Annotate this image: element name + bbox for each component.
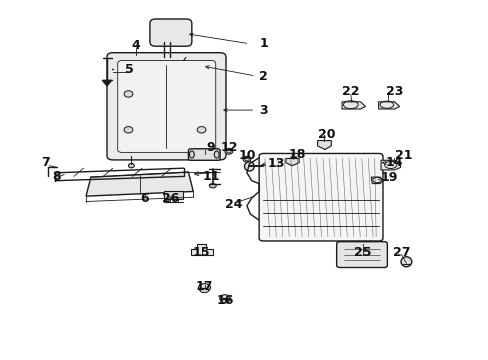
Ellipse shape <box>209 184 216 188</box>
Text: 22: 22 <box>341 85 359 98</box>
Polygon shape <box>102 80 112 86</box>
Polygon shape <box>86 172 193 196</box>
Bar <box>163 191 182 199</box>
Text: 26: 26 <box>162 192 179 205</box>
Text: 10: 10 <box>238 149 256 162</box>
Text: 1: 1 <box>259 37 267 50</box>
Text: 14: 14 <box>385 156 403 169</box>
Ellipse shape <box>259 163 266 170</box>
Ellipse shape <box>214 151 219 158</box>
Text: 7: 7 <box>41 156 50 169</box>
Text: 25: 25 <box>353 246 370 259</box>
Text: 12: 12 <box>220 140 237 153</box>
Text: 27: 27 <box>392 246 409 259</box>
Text: 6: 6 <box>140 192 148 205</box>
Text: 21: 21 <box>394 149 411 162</box>
Text: 11: 11 <box>202 170 220 183</box>
Polygon shape <box>370 177 383 184</box>
Ellipse shape <box>124 91 133 97</box>
Text: 18: 18 <box>288 148 305 161</box>
Ellipse shape <box>219 295 230 302</box>
Text: 9: 9 <box>205 140 214 153</box>
Ellipse shape <box>124 127 133 133</box>
Text: 5: 5 <box>125 63 134 76</box>
Text: 3: 3 <box>259 104 267 117</box>
FancyBboxPatch shape <box>107 53 225 160</box>
Ellipse shape <box>128 163 134 168</box>
Text: 17: 17 <box>195 280 213 293</box>
Polygon shape <box>341 102 365 109</box>
Ellipse shape <box>198 284 210 292</box>
FancyBboxPatch shape <box>336 242 386 267</box>
Polygon shape <box>285 158 299 166</box>
Ellipse shape <box>243 156 250 162</box>
Text: 4: 4 <box>132 39 141 52</box>
Ellipse shape <box>200 288 208 293</box>
Text: 13: 13 <box>267 157 285 170</box>
FancyBboxPatch shape <box>188 149 220 160</box>
Ellipse shape <box>224 148 232 154</box>
Ellipse shape <box>244 162 254 171</box>
Ellipse shape <box>400 257 411 267</box>
FancyBboxPatch shape <box>150 19 191 46</box>
Text: 20: 20 <box>317 127 334 141</box>
FancyBboxPatch shape <box>259 153 382 241</box>
Polygon shape <box>190 244 212 255</box>
Polygon shape <box>380 160 400 170</box>
FancyBboxPatch shape <box>118 60 215 152</box>
Text: 16: 16 <box>216 294 233 307</box>
Ellipse shape <box>197 127 205 133</box>
Text: 8: 8 <box>52 170 61 183</box>
Text: 15: 15 <box>192 246 210 259</box>
Text: 24: 24 <box>224 198 242 211</box>
Text: 23: 23 <box>385 85 403 98</box>
Text: 2: 2 <box>259 69 267 82</box>
Text: 19: 19 <box>380 171 398 184</box>
Ellipse shape <box>221 300 228 303</box>
Bar <box>175 60 202 69</box>
Polygon shape <box>317 140 330 149</box>
Polygon shape <box>378 102 399 109</box>
Ellipse shape <box>189 151 194 158</box>
